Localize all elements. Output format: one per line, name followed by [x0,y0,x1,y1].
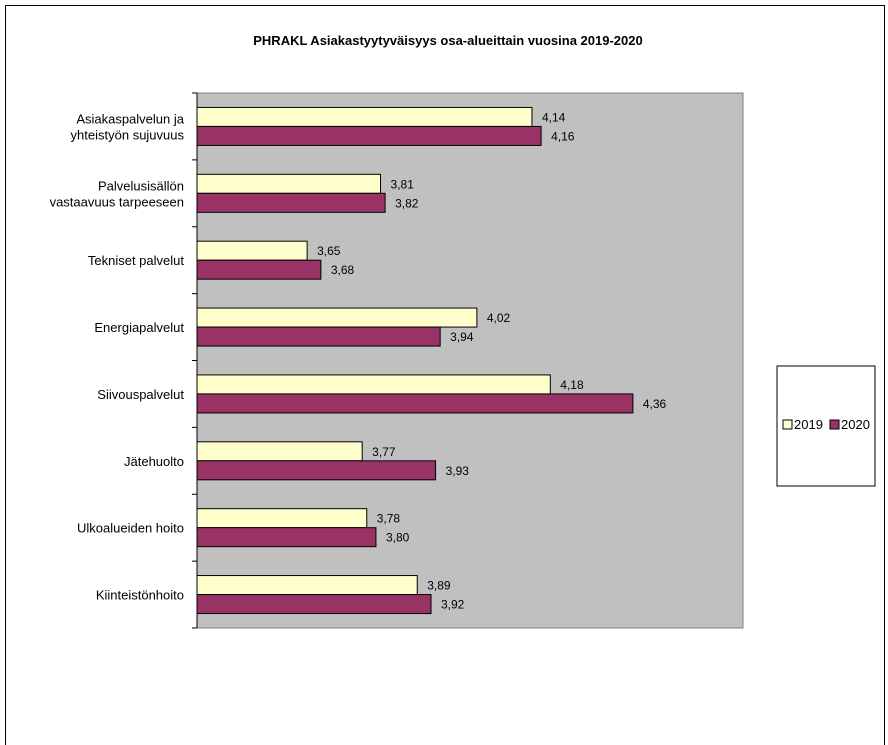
value-label-2019-0: 4,14 [542,110,566,124]
value-label-2020-2: 3,68 [331,263,355,277]
bar-2020-0 [196,125,542,146]
legend-label-2019: 2019 [794,417,823,432]
value-label-2020-3: 3,94 [450,330,474,344]
category-label-line: yhteistyön sujuvuus [71,127,185,142]
bar-2019-0 [196,106,533,127]
value-label-2020-7: 3,92 [441,598,465,612]
bar-2020-7 [196,594,432,615]
value-label-2020-1: 3,82 [395,196,419,210]
value-label-2020-4: 4,36 [643,397,667,411]
value-label-2020-5: 3,93 [446,464,470,478]
bar-2019-6 [196,508,368,529]
category-label-line: Siivouspalvelut [97,387,184,402]
category-label-5: Jätehuolto [124,454,184,469]
value-label-2020-6: 3,80 [386,531,410,545]
legend-label-2020: 2020 [841,417,870,432]
bar-2020-5 [196,460,437,481]
value-labels: 4,14 4,16 3,81 3,82 3,65 3,68 4,02 3,94 4,18 4,36… [317,110,666,611]
bar-2020-2 [196,259,322,280]
chart-frame [5,5,885,745]
bar-2019-5 [196,441,363,462]
value-label-2019-5: 3,77 [372,445,396,459]
legend-swatch-2019 [782,419,793,430]
category-label-line: Kiinteistönhoito [96,588,184,603]
bar-2019-4 [196,374,551,395]
value-label-2019-3: 4,02 [487,311,511,325]
category-label-4: Siivouspalvelut [97,387,184,402]
bar-2020-1 [196,192,386,213]
category-label-7: Kiinteistönhoito [96,588,184,603]
bar-2019-1 [196,173,382,194]
legend-box [776,365,876,487]
legend: 2019 2020 [776,365,876,487]
bars [196,106,634,615]
category-label-line: Energiapalvelut [94,320,184,335]
category-label-line: Ulkoalueiden hoito [77,521,184,536]
value-label-2019-7: 3,89 [427,579,451,593]
category-label-line: Palvelusisällön [98,178,184,193]
category-label-line: Jätehuolto [124,454,184,469]
category-label-line: Asiakaspalvelun ja [76,111,184,126]
plot-area [196,92,744,629]
value-label-2019-1: 3,81 [391,177,415,191]
bar-2020-6 [196,527,377,548]
bar-2019-2 [196,240,308,261]
legend-swatch-2020 [829,419,840,430]
axis-ticks [192,92,197,629]
category-label-line: vastaavuus tarpeeseen [50,194,184,209]
bar-2020-4 [196,393,634,414]
category-label-2: Tekniset palvelut [88,253,184,268]
bar-2019-7 [196,575,418,596]
value-label-2020-0: 4,16 [551,129,575,143]
value-label-2019-6: 3,78 [377,512,401,526]
bar-2020-3 [196,326,441,347]
category-label-6: Ulkoalueiden hoito [77,521,184,536]
value-label-2019-4: 4,18 [560,378,584,392]
category-label-1: Palvelusisällön vastaavuus tarpeeseen [50,178,184,209]
category-label-3: Energiapalvelut [94,320,184,335]
category-label-0: Asiakaspalvelun ja yhteistyön sujuvuus [71,111,185,142]
bar-2019-3 [196,307,478,328]
chart-title: PHRAKL Asiakastyytyväisyys osa-alueittai… [253,33,642,48]
category-label-line: Tekniset palvelut [88,253,184,268]
value-label-2019-2: 3,65 [317,244,341,258]
category-labels: Asiakaspalvelun ja yhteistyön sujuvuus Pal… [50,111,185,602]
